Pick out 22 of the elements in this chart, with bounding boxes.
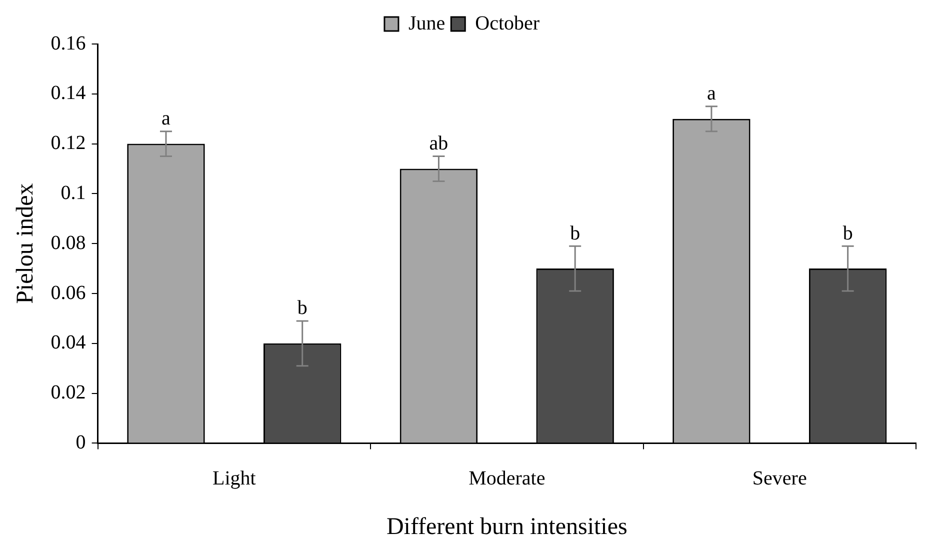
y-tick-label: 0.16 [50, 32, 86, 54]
y-axis-title: Pielou index [12, 183, 39, 304]
legend-label: June [408, 12, 446, 34]
x-tick-label: Moderate [468, 467, 546, 490]
y-tick-label: 0.08 [50, 232, 86, 254]
annotation: ab [429, 132, 448, 155]
y-tick-label: 0.06 [50, 282, 86, 304]
annotation: a [162, 108, 171, 130]
x-axis-title: Different burn intensities [386, 514, 628, 540]
y-tick-label: 0.04 [50, 332, 86, 354]
y-tick-label: 0.12 [50, 132, 86, 154]
x-tick-label: Light [212, 467, 256, 490]
annotation: b [297, 297, 308, 320]
y-tick-label: 0.02 [50, 382, 86, 404]
annotation: b [842, 222, 853, 244]
legend-label: October [475, 12, 540, 34]
annotation: b [570, 222, 580, 244]
y-tick-label: 0 [76, 431, 86, 454]
y-tick-label: 0.1 [60, 182, 86, 204]
y-tick-label: 0.14 [50, 82, 86, 104]
x-tick-label: Severe [752, 467, 807, 490]
annotation: a [707, 82, 716, 105]
